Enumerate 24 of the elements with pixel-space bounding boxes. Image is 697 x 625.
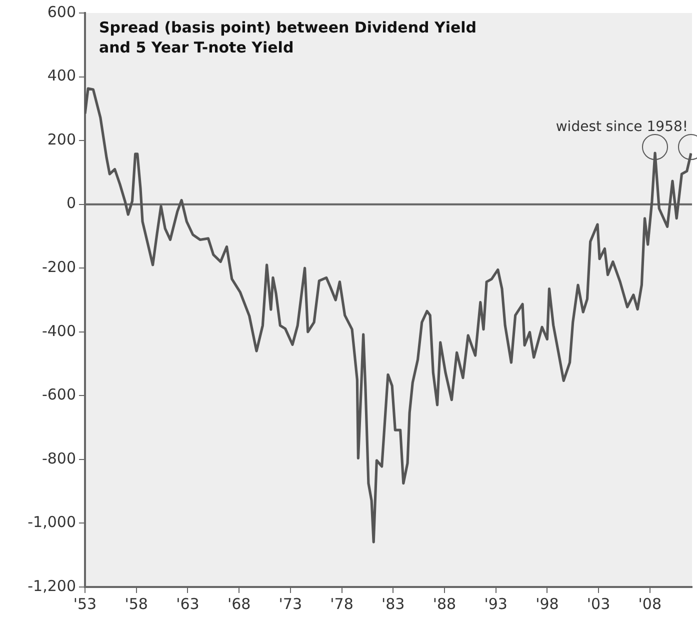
text: Spread (basis point) between Dividend Yield and 5 Year T-note Yield	[99, 18, 477, 56]
x-tick-label: '68	[227, 594, 251, 613]
x-tick-label: '98	[536, 594, 559, 613]
x-tick-label: '03	[586, 594, 610, 613]
x-tick-label: '83	[382, 594, 405, 613]
x-tick-label: '73	[278, 594, 302, 613]
y-tick-label: 400	[47, 66, 76, 85]
x-tick-label: '58	[124, 594, 148, 613]
x-tick-label: '63	[176, 594, 200, 613]
y-tick-label: -200	[42, 258, 76, 276]
x-tick-label: '53	[73, 594, 97, 613]
y-tick-label: 200	[47, 130, 76, 148]
y-tick-label: -1,000	[28, 513, 76, 532]
x-tick-label: '08	[638, 594, 662, 613]
y-tick-label: 0	[66, 194, 76, 212]
y-tick-label: -400	[42, 322, 76, 340]
annotation: widest since 1958!	[556, 118, 688, 135]
y-tick-label: 600	[47, 2, 76, 21]
x-tick-label: '88	[432, 594, 456, 613]
y-tick-label: -1,200	[28, 576, 76, 595]
y-tick-label: -600	[42, 386, 76, 404]
x-tick-label: '78	[330, 594, 354, 613]
x-tick-label: '93	[484, 594, 508, 613]
y-tick-label: -800	[42, 449, 76, 468]
